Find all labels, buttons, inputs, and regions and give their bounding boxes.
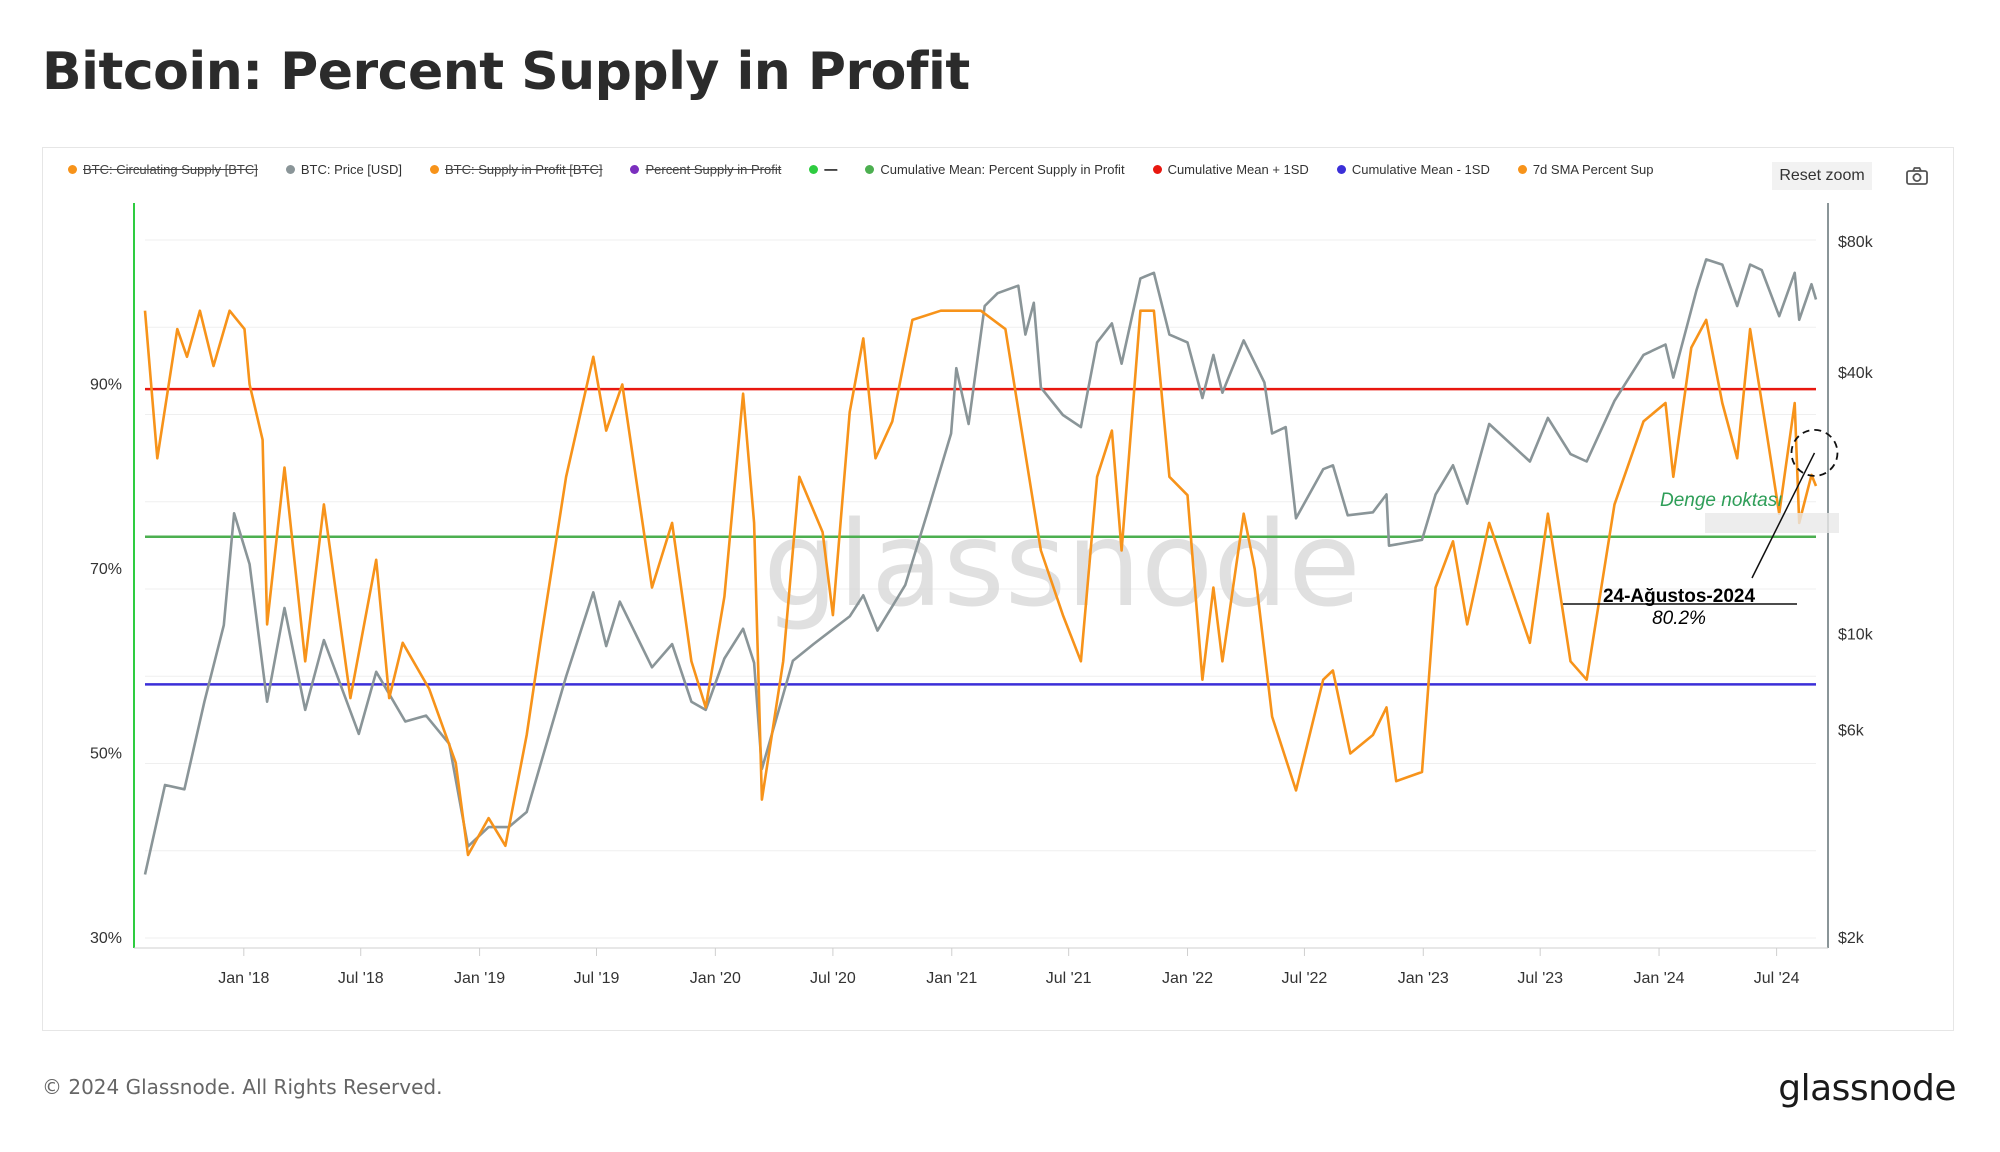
legend-marker-icon: [630, 165, 640, 174]
legend-label: BTC: Supply in Profit [BTC]: [444, 162, 603, 177]
x-tick-label: Jul '19: [574, 970, 620, 987]
page-title: Bitcoin: Percent Supply in Profit: [42, 42, 970, 102]
legend-marker-icon: [865, 165, 875, 174]
x-tick-label: Jul '24: [1754, 970, 1800, 987]
x-tick-label: Jul '23: [1517, 970, 1563, 987]
legend-item[interactable]: —: [809, 162, 837, 177]
legend-marker-icon: [1517, 165, 1527, 174]
legend-marker-icon: [429, 165, 439, 174]
y-left-tick-label: 30%: [90, 930, 122, 947]
x-tick-label: Jul '22: [1282, 970, 1328, 987]
x-tick-label: Jul '18: [338, 970, 384, 987]
y-right-tick-label: $40k: [1838, 365, 1874, 382]
copyright-text: © 2024 Glassnode. All Rights Reserved.: [42, 1075, 443, 1099]
x-tick-label: Jan '24: [1633, 970, 1684, 987]
y-right-tick-label: $2k: [1838, 930, 1865, 947]
annotation-circle: [1790, 429, 1839, 477]
legend-label: —: [824, 162, 838, 177]
chart-legend: BTC: Circulating Supply [BTC] BTC: Price …: [68, 162, 1768, 182]
y-right-tick-label: $6k: [1838, 723, 1865, 740]
legend-marker-icon: [285, 165, 295, 174]
legend-marker-icon: [1152, 165, 1162, 174]
series-line: [143, 309, 1818, 857]
reset-zoom-button[interactable]: Reset zoom: [1772, 162, 1872, 190]
legend-item[interactable]: Percent Supply in Profit: [630, 162, 781, 177]
legend-item[interactable]: 7d SMA Percent Sup: [1517, 162, 1654, 177]
legend-marker-icon: [1336, 165, 1346, 174]
y-left-tick-label: 90%: [90, 377, 122, 394]
legend-item[interactable]: BTC: Supply in Profit [BTC]: [429, 162, 603, 177]
camera-icon[interactable]: [1904, 164, 1930, 188]
legend-label: Cumulative Mean: Percent Supply in Profi…: [880, 162, 1125, 177]
x-tick-label: Jan '18: [218, 970, 269, 987]
x-tick-label: Jan '19: [454, 970, 505, 987]
legend-label: 7d SMA Percent Sup: [1532, 162, 1654, 177]
annotation-date-label: 24-Ağustos-2024: [1603, 586, 1755, 607]
legend-marker-icon: [809, 165, 819, 174]
legend-item[interactable]: BTC: Circulating Supply [BTC]: [68, 162, 258, 177]
legend-label: Percent Supply in Profit: [645, 162, 782, 177]
x-tick-label: Jan '23: [1398, 970, 1449, 987]
legend-marker-icon: [68, 165, 77, 174]
legend-item[interactable]: BTC: Price [USD]: [285, 162, 402, 177]
annotation-leader-line: [1751, 452, 1816, 579]
annotation-value-label: 80.2%: [1652, 608, 1706, 629]
legend-label: BTC: Circulating Supply [BTC]: [83, 162, 258, 177]
x-tick-label: Jan '20: [690, 970, 741, 987]
x-tick-label: Jan '22: [1162, 970, 1213, 987]
legend-label: Cumulative Mean - 1SD: [1351, 162, 1490, 177]
legend-label: Cumulative Mean + 1SD: [1167, 162, 1309, 177]
legend-item[interactable]: Cumulative Mean + 1SD: [1152, 162, 1309, 177]
x-tick-label: Jan '21: [926, 970, 977, 987]
annotation-equilibrium-label: Denge noktası: [1660, 490, 1783, 511]
x-tick-label: Jul '20: [810, 970, 856, 987]
legend-item[interactable]: Cumulative Mean - 1SD: [1336, 162, 1490, 177]
y-left-tick-label: 70%: [90, 561, 122, 578]
y-left-tick-label: 50%: [90, 746, 122, 763]
y-right-tick-label: $10k: [1838, 626, 1874, 643]
y-right-tick-label: $80k: [1838, 234, 1874, 251]
x-tick-label: Jul '21: [1046, 970, 1092, 987]
legend-label: BTC: Price [USD]: [300, 162, 402, 177]
annotation-highlight: [1705, 513, 1839, 533]
brand-logo: glassnode: [1778, 1068, 1956, 1109]
legend-item[interactable]: Cumulative Mean: Percent Supply in Profi…: [865, 162, 1125, 177]
